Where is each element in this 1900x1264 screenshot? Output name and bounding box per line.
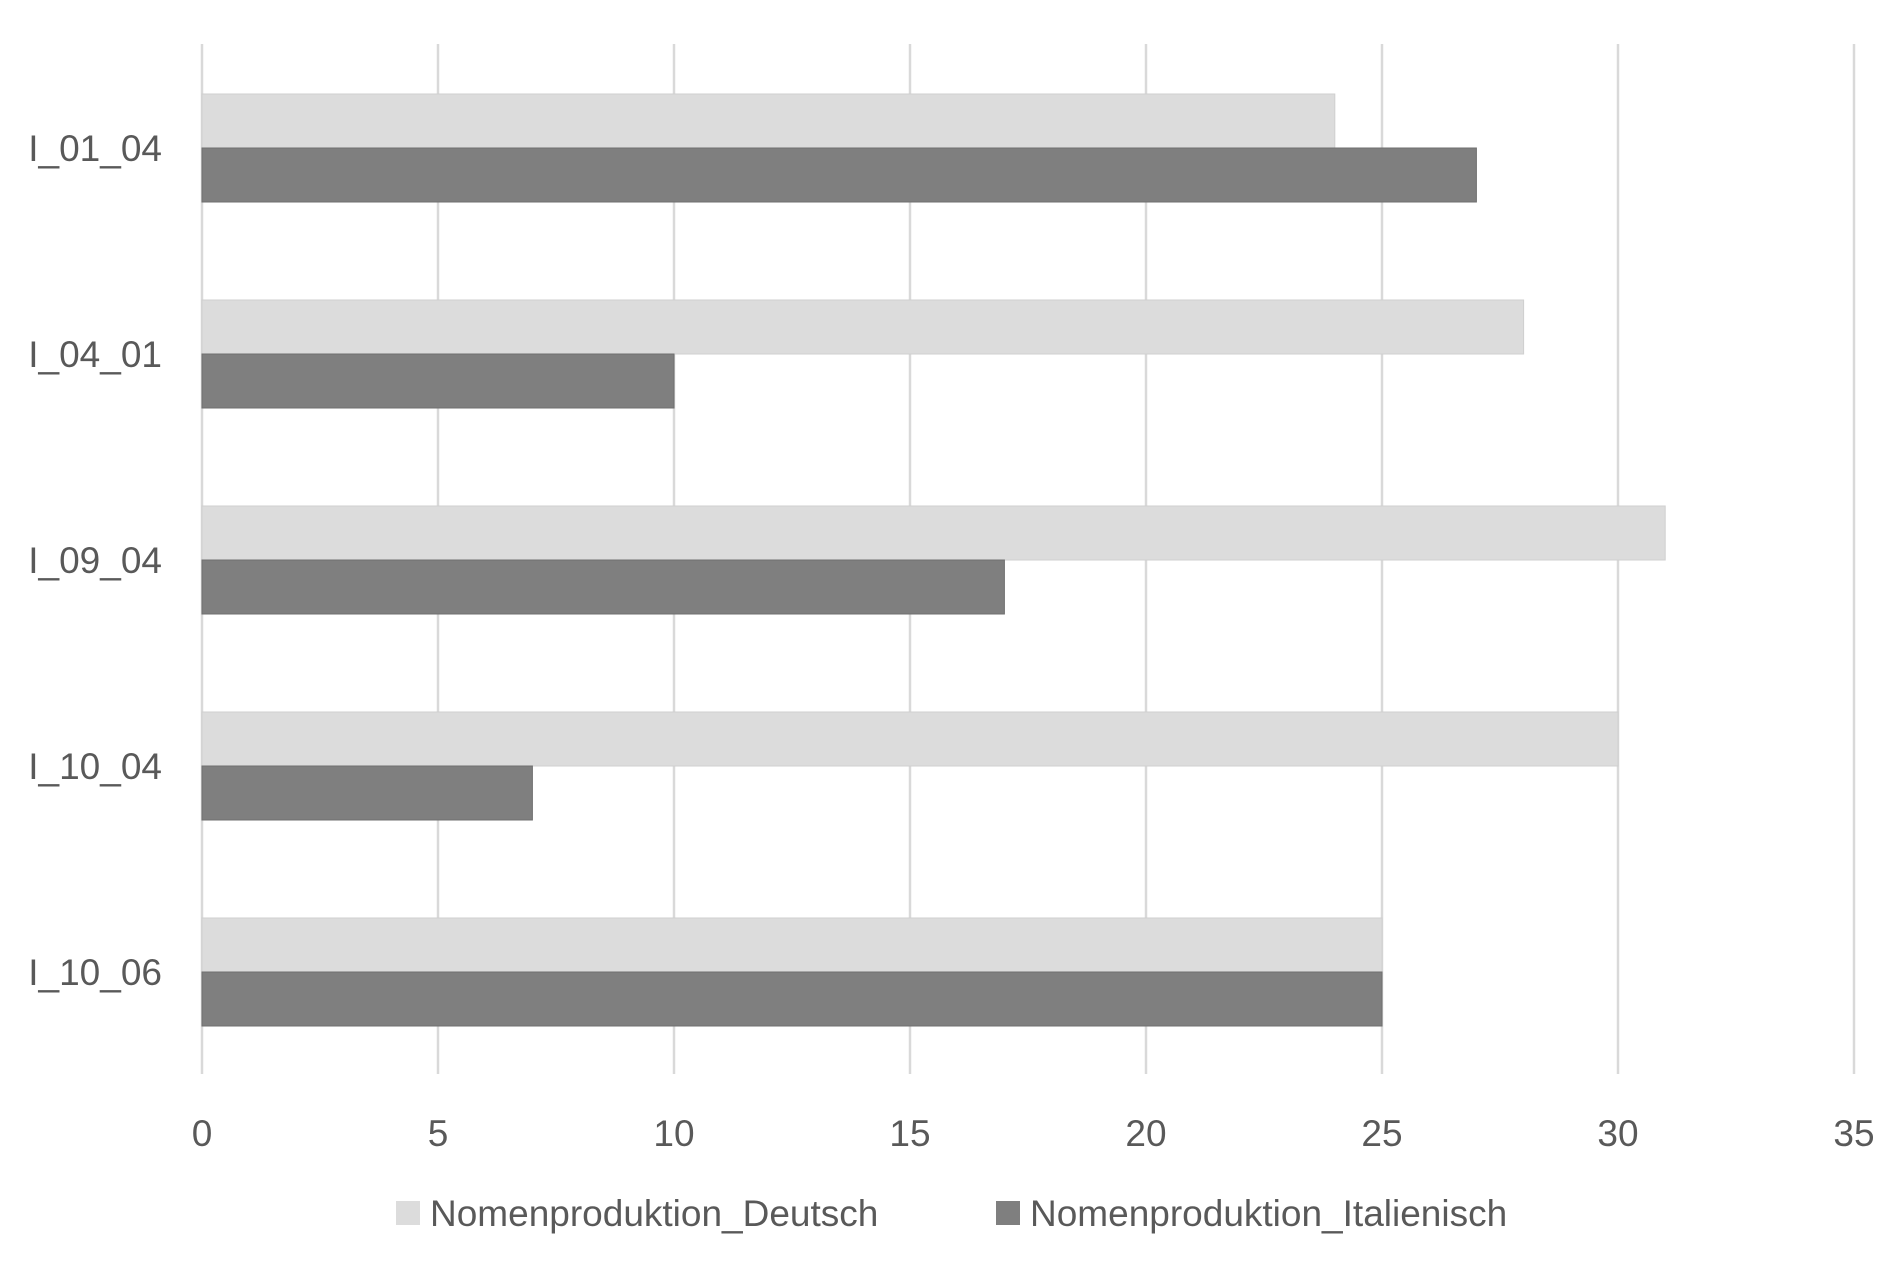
category-label: I_09_04: [28, 540, 162, 581]
x-tick-label-5: 5: [428, 1113, 449, 1154]
category-label: I_01_04: [28, 128, 162, 169]
bar-I_04_01-deutsch: [201, 299, 1525, 355]
bar-I_04_01-italienisch: [201, 353, 675, 409]
bar-I_01_04-deutsch: [201, 93, 1336, 149]
legend-label-deutsch: Nomenproduktion_Deutsch: [430, 1193, 878, 1234]
bar-I_09_04-deutsch: [201, 505, 1666, 561]
bar-I_10_04-italienisch: [201, 765, 533, 821]
bars: [201, 93, 1666, 1027]
x-tick-label-15: 15: [889, 1113, 930, 1154]
category-label: I_10_04: [28, 746, 162, 787]
bar-I_09_04-italienisch: [201, 559, 1005, 615]
category-label: I_10_06: [28, 952, 162, 993]
bar-I_10_06-deutsch: [201, 917, 1383, 973]
x-tick-label-25: 25: [1361, 1113, 1402, 1154]
y-axis-category-labels: I_01_04 I_04_01 I_09_04 I_10_04 I_10_06: [28, 128, 162, 993]
legend-swatch-deutsch: [396, 1201, 420, 1225]
legend-label-italienisch: Nomenproduktion_Italienisch: [1030, 1193, 1507, 1234]
legend-swatch-italienisch: [996, 1201, 1020, 1225]
x-tick-label-10: 10: [653, 1113, 694, 1154]
bar-I_10_06-italienisch: [201, 971, 1383, 1027]
bar-I_10_04-deutsch: [201, 711, 1619, 767]
bar-I_01_04-italienisch: [201, 147, 1477, 203]
category-label: I_04_01: [28, 334, 162, 375]
x-tick-label-35: 35: [1833, 1113, 1874, 1154]
x-axis-tick-labels: 0 5 10 15 20 25 30 35: [192, 1113, 1875, 1154]
x-tick-label-0: 0: [192, 1113, 213, 1154]
x-tick-label-20: 20: [1125, 1113, 1166, 1154]
x-tick-label-30: 30: [1597, 1113, 1638, 1154]
legend: Nomenproduktion_Deutsch Nomenproduktion_I…: [396, 1193, 1507, 1234]
